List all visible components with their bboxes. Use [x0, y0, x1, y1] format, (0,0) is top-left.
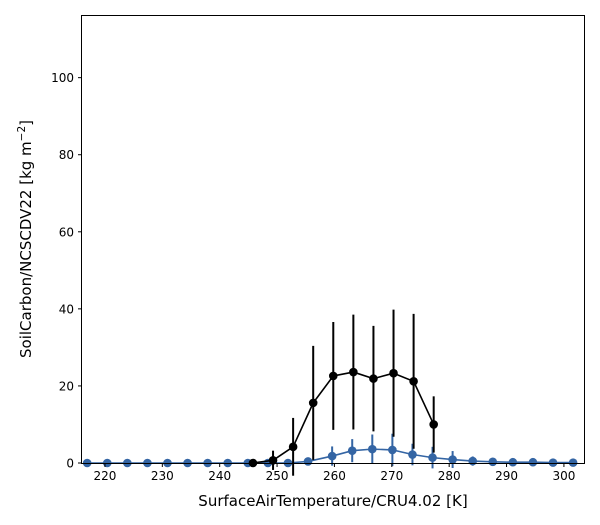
series-1 [248, 309, 438, 476]
y-axis-label-main: SoilCarbon/NCSCDV22 [kg m [17, 141, 35, 358]
data-point [488, 457, 498, 467]
data-point [389, 368, 398, 378]
data-point [428, 453, 437, 462]
data-point [347, 446, 357, 455]
x-tick-label: 240 [208, 469, 231, 483]
x-axis-label: SurfaceAirTemperature/CRU4.02 [K] [198, 492, 467, 510]
data-point [568, 458, 578, 467]
data-point [448, 455, 457, 464]
plot-content [82, 309, 578, 476]
x-tick-label: 280 [438, 469, 461, 483]
data-point [268, 456, 278, 465]
y-tick-label: 40 [59, 302, 74, 316]
y-tick-label: 60 [59, 225, 74, 239]
data-point [429, 420, 438, 429]
data-point [468, 456, 477, 466]
data-point [548, 458, 558, 467]
x-axis: 220 230 240 250 260 270 280 290 300 [93, 463, 575, 483]
y-tick-label: 0 [66, 457, 74, 471]
x-tick-label: 260 [323, 469, 346, 483]
data-point [349, 367, 358, 377]
series-line [252, 371, 435, 464]
x-tick-label: 230 [151, 469, 174, 483]
series-0 [82, 433, 578, 469]
y-axis-label-end: ] [17, 120, 35, 126]
x-tick-label: 220 [93, 469, 116, 483]
x-tick-label: 270 [380, 469, 403, 483]
data-point [308, 398, 318, 408]
data-point [528, 457, 538, 467]
data-point [369, 374, 378, 383]
x-tick-label: 300 [552, 469, 575, 483]
data-point [408, 450, 417, 459]
y-axis-label-superscript: −2 [16, 126, 28, 141]
data-point [388, 445, 397, 455]
y-axis-label: SoilCarbon/NCSCDV22 [kg m−2] [16, 120, 35, 358]
data-point [288, 442, 298, 452]
y-axis: 0 20 40 60 80 100 [51, 71, 82, 471]
data-point [508, 457, 518, 467]
data-point [303, 457, 313, 466]
data-point [328, 371, 338, 381]
data-point [327, 451, 337, 461]
plot-frame [81, 15, 585, 464]
y-tick-label: 80 [59, 148, 74, 162]
x-tick-label: 290 [495, 469, 518, 483]
y-tick-label: 100 [51, 71, 74, 85]
x-tick-label: 250 [266, 469, 289, 483]
data-point [367, 444, 377, 454]
y-tick-label: 20 [59, 379, 74, 393]
data-point [409, 377, 418, 386]
